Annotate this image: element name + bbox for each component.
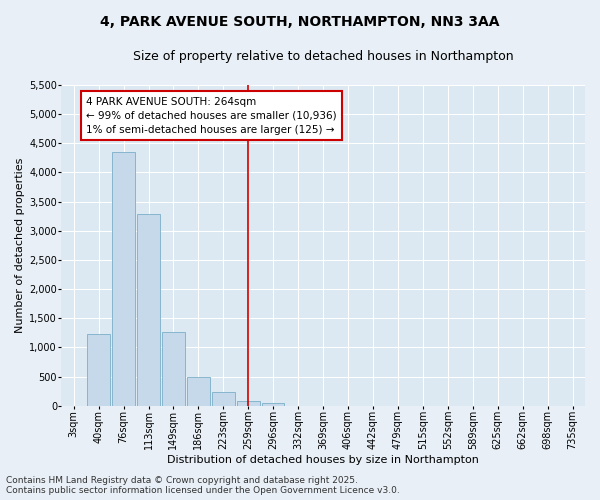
Bar [88, 334, 110, 406]
Bar [162, 332, 185, 406]
Bar [137, 214, 160, 406]
Bar [237, 400, 260, 406]
Bar [212, 392, 235, 406]
Text: Contains HM Land Registry data © Crown copyright and database right 2025.
Contai: Contains HM Land Registry data © Crown c… [6, 476, 400, 495]
Bar [112, 152, 135, 406]
Bar [262, 403, 284, 406]
Y-axis label: Number of detached properties: Number of detached properties [15, 158, 25, 333]
X-axis label: Distribution of detached houses by size in Northampton: Distribution of detached houses by size … [167, 455, 479, 465]
Text: 4, PARK AVENUE SOUTH, NORTHAMPTON, NN3 3AA: 4, PARK AVENUE SOUTH, NORTHAMPTON, NN3 3… [100, 15, 500, 29]
Title: Size of property relative to detached houses in Northampton: Size of property relative to detached ho… [133, 50, 514, 63]
Bar [187, 376, 209, 406]
Text: 4 PARK AVENUE SOUTH: 264sqm
← 99% of detached houses are smaller (10,936)
1% of : 4 PARK AVENUE SOUTH: 264sqm ← 99% of det… [86, 96, 337, 134]
